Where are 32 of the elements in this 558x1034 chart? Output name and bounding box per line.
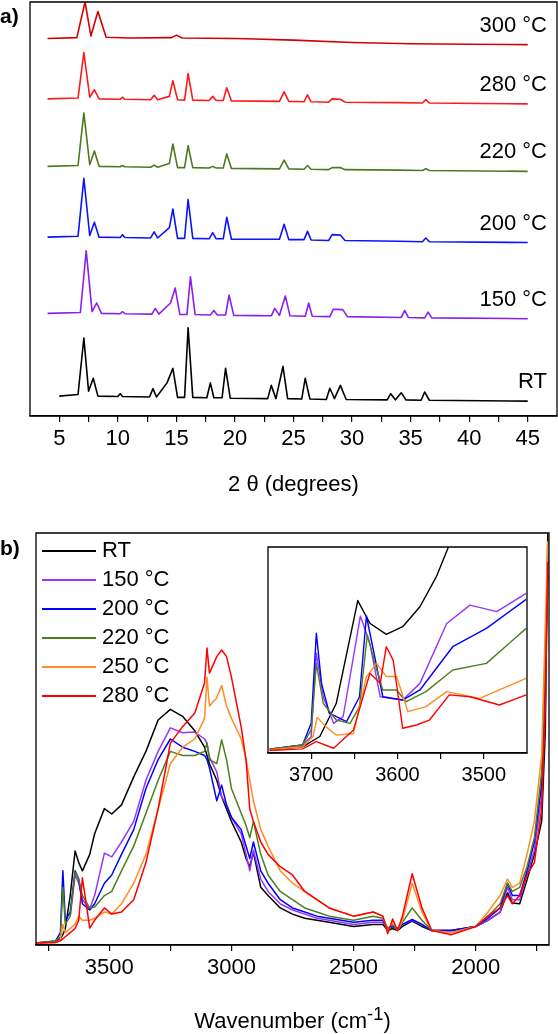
legend-label: 280 °C (102, 682, 170, 707)
x-tick-label: 3700 (288, 762, 334, 785)
x-tick-label: 3000 (206, 954, 256, 980)
x-tick-label: 30 (339, 425, 365, 451)
series-label: 200 °C (479, 209, 548, 235)
legend-label: 150 °C (102, 566, 170, 591)
series-label: 150 °C (479, 285, 548, 311)
series-label: 300 °C (479, 11, 548, 37)
legend-label: 200 °C (102, 595, 170, 620)
series-label: 220 °C (479, 138, 548, 164)
x-tick-label: 3500 (461, 762, 507, 785)
series-label: 280 °C (479, 70, 548, 96)
x-tick-label: 2000 (451, 954, 501, 980)
x-tick-label: 35 (398, 425, 423, 451)
x-tick-label: 20 (222, 425, 248, 451)
legend-label: RT (102, 537, 131, 562)
chart-title: b) (0, 536, 20, 560)
x-tick-label: 3500 (84, 954, 134, 980)
legend-label: 220 °C (102, 624, 170, 649)
legend-label: 250 °C (102, 653, 170, 678)
series-label: RT (518, 368, 547, 394)
x-axis-title: Wavenumber (cm$^{-1}$) (193, 1003, 392, 1034)
x-tick-label: 3600 (375, 762, 420, 785)
x-tick-label: 10 (105, 425, 131, 451)
x-tick-label: 40 (456, 425, 482, 451)
x-axis-title: 2 θ (degrees) (227, 471, 360, 497)
x-tick-label: 5 (53, 425, 66, 451)
x-tick-label: 25 (281, 425, 306, 451)
x-tick-label: 2500 (329, 954, 379, 980)
x-tick-label: 15 (164, 425, 189, 451)
x-tick-label: 45 (515, 425, 540, 451)
chart-title: a) (0, 4, 19, 28)
